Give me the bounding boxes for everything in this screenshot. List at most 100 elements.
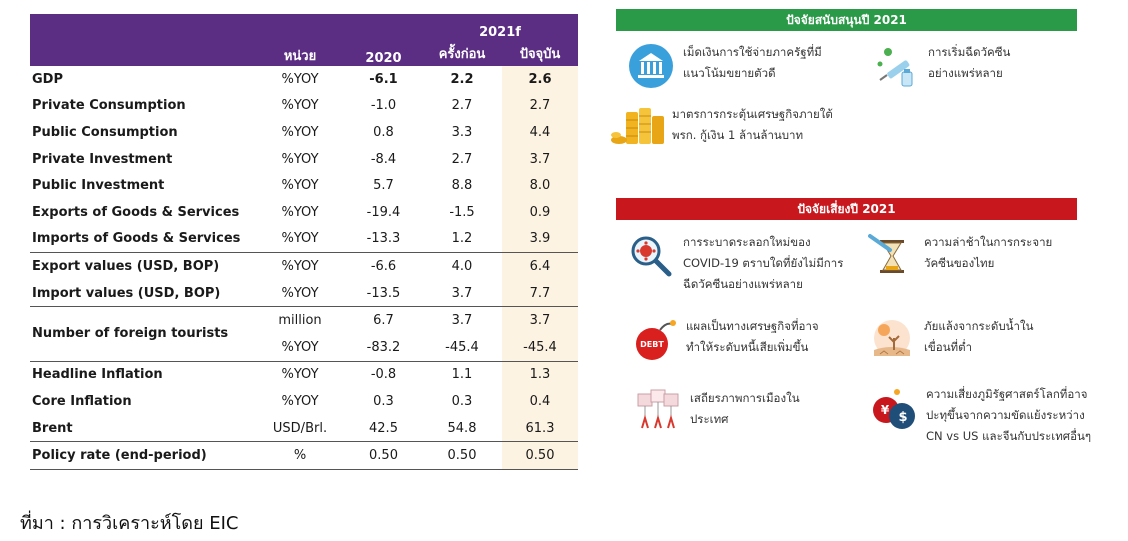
row-value-current: -45.4 [502,333,578,362]
row-value-2020: -19.4 [366,204,401,220]
row-value-2020: 0.8 [373,124,394,140]
header-blank [30,14,255,40]
row-value-2020: -0.8 [345,360,422,389]
row-label: Core Inflation [32,393,132,409]
row-label: Number of foreign tourists [30,306,255,362]
table-row: Brent USD/Brl. 42.5 54.8 61.3 [30,414,578,442]
factor-text: แผลเป็นทางเศรษฐกิจที่อาจ ทำให้ระดับหนี้เ… [686,319,819,354]
row-label: Private Investment [32,151,173,167]
factor-text: มาตรการกระตุ้นเศรษฐกิจภายใต้ พรก. กู้เงิ… [672,107,833,142]
row-unit: %YOY [281,98,319,114]
row-value-current: 61.3 [502,414,578,442]
row-unit: USD/Brl. [272,420,328,436]
table-row: %YOY -83.2 -45.4 -45.4 [30,333,578,362]
header-current: ปัจจุบัน [502,40,578,66]
source-note: ที่มา : การวิเคราะห์โดย EIC [20,513,239,534]
row-value-current: 3.9 [502,225,578,253]
row-value-2020: -6.1 [369,71,398,87]
factor-text: การเริ่มฉีดวัคซีน อย่างแพร่หลาย [928,45,1011,80]
table-row: Import values (USD, BOP) %YOY -13.5 3.7 … [30,279,578,307]
header-previous: ครั้งก่อน [422,40,502,66]
debt-bomb-icon: DEBT [636,320,676,360]
row-value-2020: 42.5 [369,420,398,436]
table-row: Public Consumption %YOY 0.8 3.3 4.4 [30,119,578,146]
svg-text:$: $ [898,410,907,425]
row-label: Import values (USD, BOP) [32,285,221,301]
table-row: Number of foreign tourists million 6.7 3… [30,306,578,362]
risk-factor-geopolitics: ¥ $ ความเสี่ยงภูมิรัฐศาสตร์โลกที่อาจ ปะท… [870,384,1091,447]
row-unit: %YOY [255,360,345,389]
row-value-previous: 4.0 [422,252,502,280]
table-row: Imports of Goods & Services %YOY -13.3 1… [30,225,578,253]
row-value-2020: 5.7 [373,178,394,194]
row-value-previous: 0.50 [422,441,502,470]
row-label: GDP [32,71,63,87]
row-unit: %YOY [281,151,319,167]
row-value-previous: 2.2 [450,71,474,87]
row-value-previous: 54.8 [447,420,477,436]
row-value-previous: 2.7 [451,98,473,114]
row-value-previous: 0.3 [451,393,473,409]
table-row: Policy rate (end-period) % 0.50 0.50 0.5… [30,441,578,470]
row-value-2020: -13.5 [366,285,401,301]
drought-icon [874,320,910,356]
coin-stack-icon [611,108,664,144]
row-value-previous: 8.8 [451,178,473,194]
table-row: Private Consumption %YOY -1.0 2.7 2.7 [30,92,578,120]
currency-bombs-icon: ¥ $ [873,389,915,429]
row-unit: %YOY [281,178,319,194]
row-value-current: 3.7 [502,145,578,173]
support-factors-header: ปัจจัยสนับสนุนปี 2021 [616,9,1077,31]
factor-text: ความเสี่ยงภูมิรัฐศาสตร์โลกที่อาจ ปะทุขึ้… [926,387,1092,443]
virus-magnifier-icon [631,236,672,277]
table-row: Exports of Goods & Services %YOY -19.4 -… [30,198,578,226]
row-value-2020: 0.3 [373,393,394,409]
table-row: GDP %YOY -6.1 2.2 2.6 [30,66,578,93]
row-value-previous: 3.7 [451,285,473,301]
row-label: Export values (USD, BOP) [30,252,255,280]
risk-factors-header: ปัจจัยเสี่ยงปี 2021 [616,198,1077,220]
factor-text: การระบาดระลอกใหม่ของ COVID-19 ตราบใดที่ย… [683,235,844,291]
row-value-current: 8.0 [502,172,578,199]
header-2020: 2020 [345,14,422,66]
row-value-current: 0.50 [502,441,578,470]
support-factor-stimulus: มาตรการกระตุ้นเศรษฐกิจภายใต้ พรก. กู้เงิ… [610,104,833,152]
table-row: Private Investment %YOY -8.4 2.7 3.7 [30,145,578,173]
row-value-current: 1.3 [502,360,578,389]
row-unit: %YOY [255,252,345,280]
support-factor-government-spending: เม็ดเงินการใช้จ่ายภาครัฐที่มี แนวโน้มขยา… [627,42,822,90]
row-unit: %YOY [281,339,319,355]
row-label: Policy rate (end-period) [30,441,255,470]
header-2021f: 2021f [422,14,578,40]
forecast-table: หน่วย 2020 2021f ครั้งก่อน ปัจจุบัน GDP … [30,14,578,470]
table-row: Headline Inflation %YOY -0.8 1.1 1.3 [30,360,578,389]
row-value-2020: 0.50 [345,441,422,470]
hourglass-syringe-icon [868,234,904,273]
svg-text:¥: ¥ [881,403,890,417]
row-unit: % [255,441,345,470]
header-blank-2 [30,40,255,66]
row-value-current: 6.4 [502,252,578,280]
row-value-previous: 3.3 [451,124,473,140]
row-unit: %YOY [281,71,319,87]
table-row: Core Inflation %YOY 0.3 0.3 0.4 [30,388,578,415]
row-unit: %YOY [281,393,319,409]
row-label: Public Investment [32,178,165,194]
table-row: Export values (USD, BOP) %YOY -6.6 4.0 6… [30,252,578,280]
row-label: Imports of Goods & Services [32,231,241,247]
factor-text: ความล่าช้าในการกระจาย วัคซีนของไทย [924,235,1053,270]
risk-factor-politics: เสถียรภาพการเมืองใน ประเทศ [634,388,800,436]
row-value-previous: 1.1 [422,360,502,389]
factor-text: เม็ดเงินการใช้จ่ายภาครัฐที่มี แนวโน้มขยา… [683,45,822,80]
row-label: Brent [32,420,73,436]
row-unit: %YOY [281,231,319,247]
row-value-previous: -1.5 [449,204,475,220]
row-value-2020: -8.4 [370,151,397,167]
row-value-previous: 1.2 [451,231,473,247]
header-unit: หน่วย [255,14,345,66]
row-value-previous: -45.4 [445,339,479,355]
row-value-current: 7.7 [502,279,578,307]
risk-factor-vaccine-delay: ความล่าช้าในการกระจาย วัคซีนของไทย [868,232,1052,280]
row-unit: million [255,306,345,334]
row-value-current: 0.9 [502,198,578,226]
